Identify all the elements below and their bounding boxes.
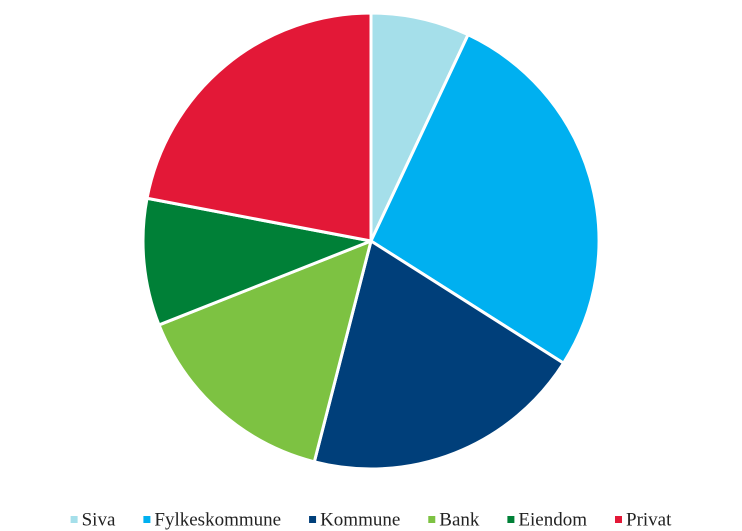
- legend-marker: [428, 516, 436, 523]
- legend-marker: [143, 516, 151, 523]
- pie-slice: [157, 239, 373, 464]
- legend-label: Privat: [626, 509, 672, 530]
- legend-label: Siva: [82, 509, 116, 530]
- legend-marker: [507, 516, 515, 523]
- legend-marker: [309, 516, 317, 523]
- pie-slice: [312, 239, 566, 471]
- legend-label: Bank: [439, 509, 480, 530]
- legend-label: Kommune: [320, 509, 400, 530]
- legend-label: Eiendom: [518, 509, 587, 530]
- legend-label: Fylkeskommune: [154, 509, 281, 530]
- legend-marker: [70, 516, 78, 523]
- pie-slice: [369, 33, 601, 365]
- legend-marker: [615, 516, 622, 523]
- pie-slice: [141, 196, 373, 327]
- pie-slice: [145, 11, 373, 243]
